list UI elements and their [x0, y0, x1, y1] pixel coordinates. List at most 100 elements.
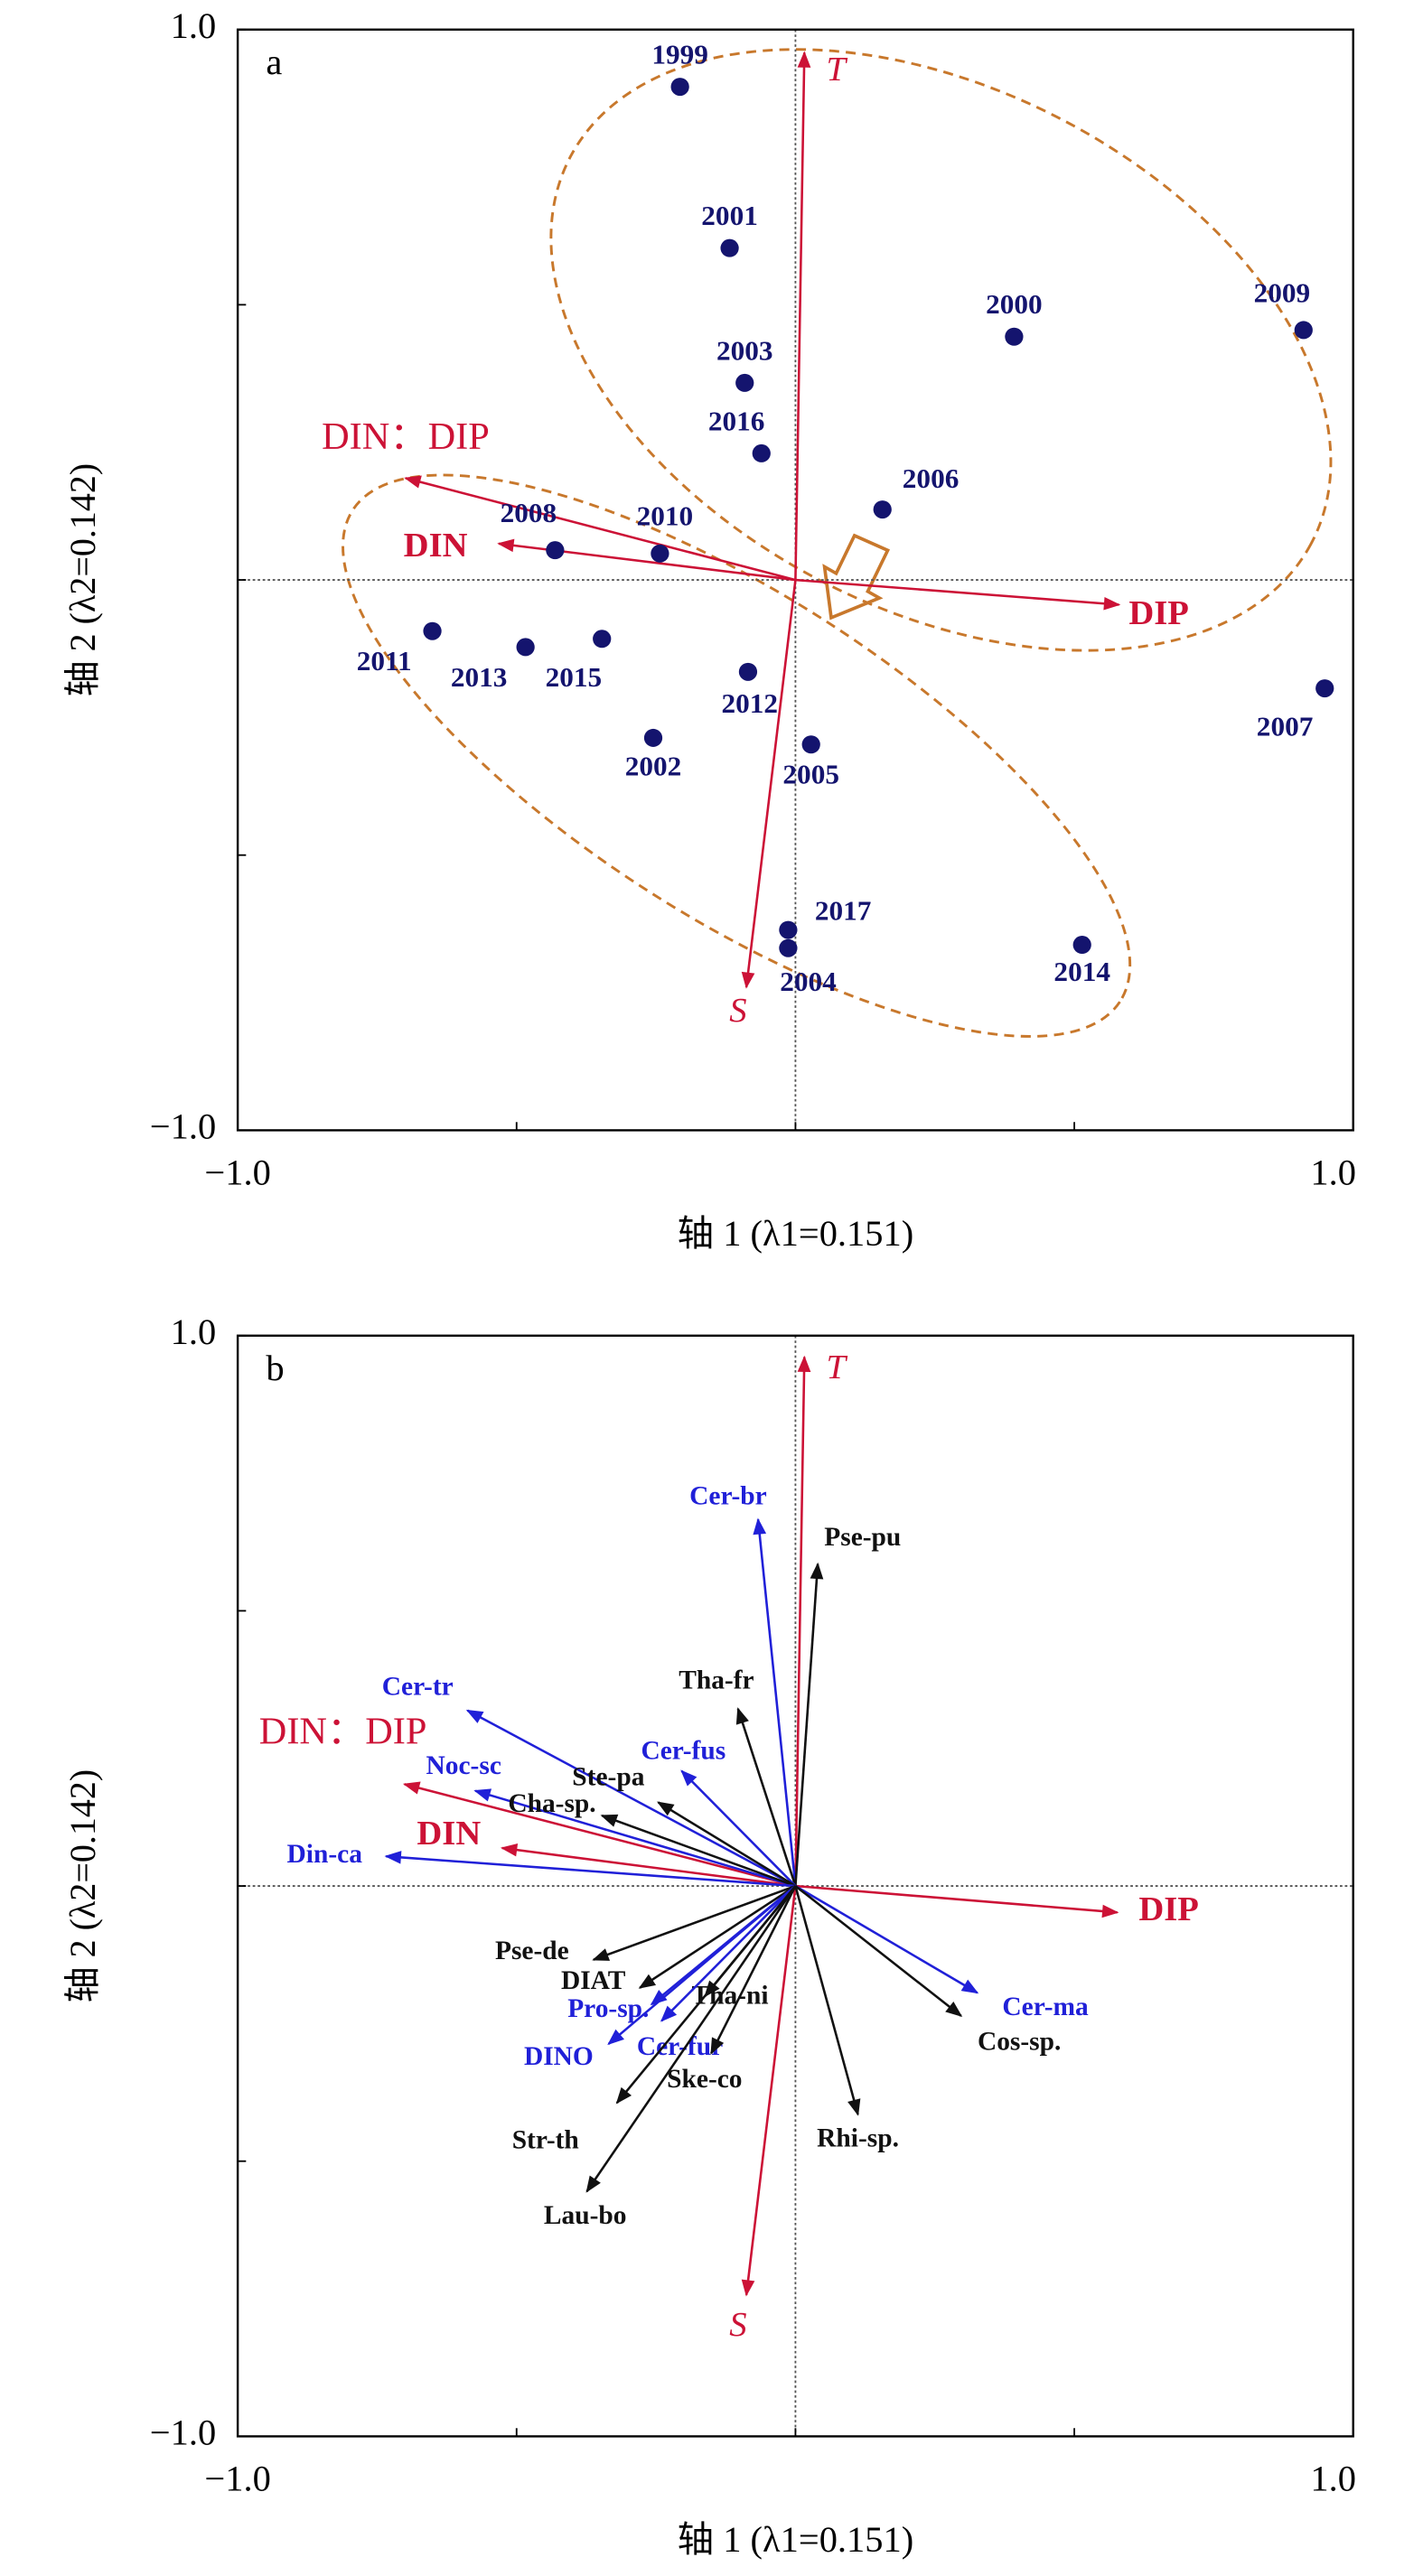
cluster-outlines [342, 48, 1333, 1038]
sample-point [423, 621, 442, 640]
panel-label: b [266, 1348, 284, 1388]
vector-label: T [827, 1349, 848, 1386]
y-tick-label: 1.0 [171, 1311, 217, 1352]
vector-label: DIN：DIP [322, 416, 490, 458]
point-label: 2002 [625, 751, 682, 782]
vector-label: Ske-co [667, 2065, 742, 2094]
vector-label: Din-ca [287, 1840, 363, 1869]
vector-arrow [753, 1517, 797, 1887]
y-tick-label: −1.0 [150, 2413, 216, 2453]
sample-point [779, 938, 798, 957]
vector-arrow [473, 1788, 796, 1888]
vector-arrow [741, 1885, 797, 2297]
point-label: 2007 [1257, 711, 1314, 742]
vector-arrow [794, 1884, 979, 1994]
vector-arrow [794, 1885, 963, 2018]
vector-label: Cos-sp. [978, 2028, 1061, 2057]
y-tick-label: 1.0 [171, 5, 217, 46]
vector-label: S [729, 992, 746, 1030]
vector-arrow [794, 1355, 811, 1887]
sample-point [1315, 679, 1334, 698]
vector-label: S [729, 2306, 746, 2344]
point-label: 2016 [708, 405, 765, 436]
vector-label: Cer-br [689, 1481, 767, 1510]
point-label: 2004 [780, 966, 837, 997]
sample-point [873, 500, 892, 519]
vector-label: DIN [417, 1815, 481, 1853]
vector-arrow [794, 1885, 861, 2116]
panel-label: a [266, 42, 282, 82]
x-axis-label: 轴 1 (λ1=0.151) [678, 1213, 914, 1254]
vector-label: DIP [1138, 1890, 1199, 1928]
shift-arrow [822, 533, 891, 621]
sample-point [1072, 936, 1091, 955]
cluster-ellipse [549, 48, 1333, 652]
sample-point [1294, 321, 1313, 340]
point-label: 2012 [722, 687, 779, 719]
sample-point [720, 238, 739, 257]
vector-label: DIP [1128, 594, 1189, 632]
vector-label: Pse-pu [824, 1523, 901, 1552]
point-label: 2003 [716, 334, 773, 366]
sample-point [670, 78, 689, 97]
y-axis-label: 轴 2 (λ2=0.142) [62, 1769, 103, 2003]
x-tick-label: −1.0 [204, 2459, 270, 2499]
vector-arrow [656, 1801, 797, 1888]
vector-arrow [735, 1707, 797, 1887]
vector-arrow [500, 1843, 796, 1888]
vector-label: Ste-pa [572, 1763, 644, 1792]
y-tick-label: −1.0 [150, 1106, 216, 1147]
sample-point [1005, 327, 1024, 346]
vector-arrow [497, 538, 796, 582]
vector-label: DINO [524, 2042, 594, 2071]
sample-point [801, 735, 820, 754]
point-label: 2008 [501, 497, 557, 528]
vector-label: Cer-fus [641, 1737, 726, 1766]
vector-label: Noc-sc [426, 1751, 501, 1780]
vector-label: T [827, 51, 848, 89]
x-axis-label: 轴 1 (λ1=0.151) [678, 2519, 914, 2560]
point-label: 2006 [903, 462, 960, 494]
y-axis-label: 轴 2 (λ2=0.142) [62, 463, 103, 697]
point-label: 2013 [451, 661, 508, 693]
vector-label: Pse-de [495, 1937, 569, 1965]
vector-arrow [660, 1885, 797, 2022]
point-label: 2015 [546, 661, 603, 693]
sample-point [546, 541, 565, 560]
point-label: 2005 [782, 759, 839, 790]
vector-label: Cha-sp. [508, 1789, 595, 1818]
sample-point [651, 544, 669, 563]
point-label: 2001 [701, 200, 758, 231]
vector-arrow [402, 1781, 796, 1888]
point-label: 2010 [637, 500, 694, 532]
sample-point [735, 373, 754, 392]
vector-label: DIN [404, 527, 468, 565]
vector-arrow [638, 1885, 797, 1989]
vector-label: Pro-sp. [567, 1994, 649, 2023]
vector-arrow [465, 1709, 797, 1888]
vector-arrow [794, 51, 811, 581]
vector-arrow [404, 475, 796, 582]
vector-arrow [600, 1814, 796, 1888]
vector-arrow [741, 579, 797, 989]
vector-label: Cer-ma [1002, 1993, 1089, 2021]
sample-point [752, 443, 771, 462]
sample-point [738, 662, 758, 681]
vector-arrow [607, 1885, 797, 2046]
point-label: 2014 [1053, 956, 1110, 987]
x-tick-label: −1.0 [204, 1153, 270, 1193]
point-label: 2017 [815, 895, 872, 927]
vector-label: Tha-fr [679, 1666, 754, 1695]
vector-label: Str-th [512, 2126, 579, 2155]
sample-point [593, 630, 612, 649]
cluster-ellipse [342, 473, 1132, 1038]
vector-arrow [592, 1884, 796, 1961]
vector-label: DIN：DIP [259, 1712, 427, 1753]
x-tick-label: 1.0 [1310, 2459, 1356, 2499]
sample-point [516, 638, 535, 657]
sample-point [643, 728, 663, 747]
vector-label: Lau-bo [544, 2201, 627, 2230]
vector-label: Tha-ni [691, 1982, 768, 2011]
